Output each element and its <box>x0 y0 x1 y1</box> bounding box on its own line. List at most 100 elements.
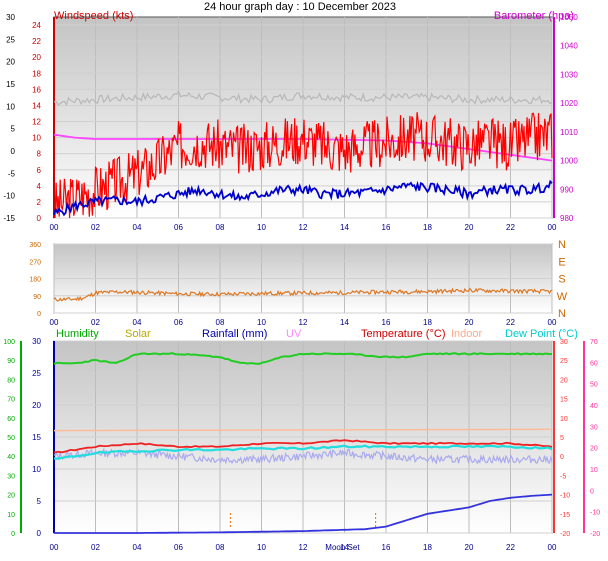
series-line-dew-point <box>53 444 553 460</box>
left_axis-tick-label: 14 <box>32 101 41 110</box>
right_axis-tick-label: 0 <box>560 454 564 461</box>
panel3-x-tick-label: 08 <box>216 543 225 552</box>
left_axis-tick-label: 10 <box>32 134 41 143</box>
outer_right_axis-tick-label: 20 <box>590 446 598 453</box>
panel2-x-tick-label: 22 <box>506 318 515 327</box>
panel3-x-tick-label: 04 <box>133 543 142 552</box>
left_axis-tick-label: 70 <box>7 397 15 404</box>
panel1-x-tick-label: 00 <box>548 223 557 232</box>
left_axis-tick-label: 90 <box>7 358 15 365</box>
series-line-windspeed <box>53 112 553 219</box>
left_axis-tick-label: 180 <box>29 277 41 284</box>
series-line-gust <box>53 179 553 217</box>
series-line-humidity <box>53 352 553 365</box>
left_axis-tick-label: 360 <box>29 242 41 249</box>
direction-label: N <box>558 239 566 251</box>
panel2-x-tick-label: 02 <box>91 318 100 327</box>
left_axis-tick-label: 6 <box>37 166 42 175</box>
left_axis-tick-label: 2 <box>37 198 42 207</box>
outer_left_axis-tick-label: 15 <box>6 80 15 89</box>
panel3-x-tick-label: 20 <box>465 543 474 552</box>
right_axis-tick-label: 20 <box>560 377 568 384</box>
left_axis-tick-label: 4 <box>37 182 42 191</box>
right_axis-tick-label: 990 <box>560 185 574 194</box>
left_axis-tick-label: 40 <box>7 454 15 461</box>
series-line-wind-direction <box>53 287 553 302</box>
panel3-x-tick-label: 16 <box>382 543 391 552</box>
panel2-x-tick-label: 12 <box>299 318 308 327</box>
left_axis-tick-label: 16 <box>32 85 41 94</box>
inner_left_axis-tick-label: 25 <box>32 369 41 378</box>
right_axis-tick-label: 1020 <box>560 99 578 108</box>
panel3-x-tick-label: 00 <box>548 543 557 552</box>
right_axis-tick-label: 980 <box>560 214 574 223</box>
left_axis-tick-label: 20 <box>7 493 15 500</box>
panel1-x-tick-label: 22 <box>506 223 515 232</box>
right_axis-tick-label: 5 <box>560 435 564 442</box>
right_axis-tick-label: 1030 <box>560 70 578 79</box>
panel1-x-tick-label: 04 <box>133 223 142 232</box>
series-line-lavender <box>53 447 553 465</box>
left_axis-tick-label: 10 <box>7 512 15 519</box>
left_axis-tick-label: 100 <box>3 339 15 346</box>
panel1-x-tick-label: 14 <box>340 223 349 232</box>
page-title: 24 hour graph day : 10 December 2023 <box>204 1 396 13</box>
inner_left_axis-tick-label: 10 <box>32 465 41 474</box>
series-line-temperature <box>53 439 553 454</box>
panel2-x-tick-label: 18 <box>423 318 432 327</box>
panel1-x-tick-label: 08 <box>216 223 225 232</box>
direction-label: E <box>558 256 565 268</box>
panel3-x-tick-label: 14 <box>340 543 349 552</box>
panel3-x-tick-label: 06 <box>174 543 183 552</box>
panel2-x-tick-label: 16 <box>382 318 391 327</box>
left_axis-tick-label: 12 <box>32 118 41 127</box>
series-line-indoor <box>54 428 552 432</box>
outer_left_axis-tick-label: 20 <box>6 58 15 67</box>
outer_left_axis-tick-label: 25 <box>6 35 15 44</box>
outer_left_axis-tick-label: -5 <box>8 169 16 178</box>
outer_right_axis-tick-label: -10 <box>590 510 600 517</box>
left_axis-tick-label: 18 <box>32 69 41 78</box>
legend-entry: Humidity <box>56 328 99 340</box>
direction-label: N <box>558 308 566 320</box>
left_axis-tick-label: 270 <box>29 259 41 266</box>
barometer-axis-title: Barometer (hpa) <box>494 10 574 22</box>
outer_right_axis-tick-label: 0 <box>590 488 594 495</box>
right_axis-tick-label: 1040 <box>560 42 578 51</box>
inner_left_axis-tick-label: 30 <box>32 337 41 346</box>
panel3-x-tick-label: 12 <box>299 543 308 552</box>
left_axis-tick-label: 24 <box>32 21 41 30</box>
inner_left_axis-tick-label: 0 <box>37 529 42 538</box>
left_axis-tick-label: 8 <box>37 150 42 159</box>
left_axis-tick-label: 0 <box>11 531 15 538</box>
legend-entry: Indoor <box>451 328 483 340</box>
panel1-x-tick-label: 18 <box>423 223 432 232</box>
panel1-x-tick-label: 20 <box>465 223 474 232</box>
panel2-x-tick-label: 14 <box>340 318 349 327</box>
panel3-x-tick-label: 02 <box>91 543 100 552</box>
panel3-x-tick-label: 00 <box>50 543 59 552</box>
direction-label: W <box>557 291 568 303</box>
inner_left_axis-tick-label: 20 <box>32 401 41 410</box>
right_axis-tick-label: -5 <box>560 473 566 480</box>
outer_left_axis-tick-label: -15 <box>3 214 15 223</box>
inner_left_axis-tick-label: 5 <box>37 497 42 506</box>
legend-entry: Rainfall (mm) <box>202 328 267 340</box>
left_axis-tick-label: 0 <box>37 214 42 223</box>
legend-entry: Temperature (°C) <box>361 328 445 340</box>
right_axis-tick-label: 10 <box>560 416 568 423</box>
panel1-x-tick-label: 12 <box>299 223 308 232</box>
legend-entry: Solar <box>125 328 151 340</box>
panel3-x-tick-label: 22 <box>506 543 515 552</box>
panel2-x-tick-label: 04 <box>133 318 142 327</box>
outer_left_axis-tick-label: 5 <box>11 125 16 134</box>
left_axis-tick-label: 50 <box>7 435 15 442</box>
panel3-x-tick-label: 10 <box>257 543 266 552</box>
panel1-x-tick-label: 10 <box>257 223 266 232</box>
left_axis-tick-label: 90 <box>33 294 41 301</box>
moon-set-label: Moon Set <box>325 543 360 552</box>
legend-entry: UV <box>286 328 302 340</box>
outer_right_axis-tick-label: 10 <box>590 467 598 474</box>
right_axis-tick-label: 15 <box>560 397 568 404</box>
outer_left_axis-tick-label: 30 <box>6 13 15 22</box>
